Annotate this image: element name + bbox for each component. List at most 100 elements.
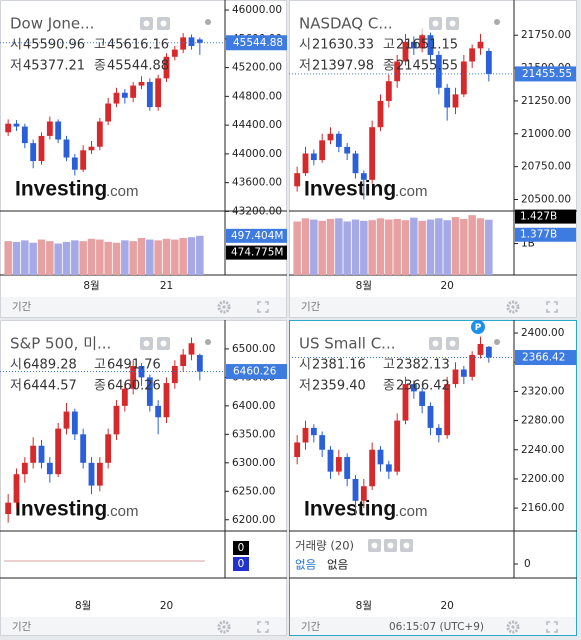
candle-body	[130, 85, 137, 98]
y-tick-label: 6500.00	[232, 343, 275, 355]
watermark-domain: .com	[106, 503, 139, 520]
x-tick-label: 21	[160, 280, 173, 292]
candle-body	[180, 354, 187, 366]
volume-label: 474.775M	[231, 247, 283, 259]
candle-body	[377, 100, 384, 128]
volume-bar	[460, 218, 468, 275]
volume-bar	[301, 218, 310, 275]
volume-bar	[146, 239, 154, 275]
volume-bar	[104, 241, 112, 275]
info-value: 45544.88	[107, 59, 169, 74]
y-tick-label: 2400.00	[521, 327, 564, 339]
expand-icon[interactable]	[546, 621, 558, 633]
volume-bar	[54, 243, 62, 275]
last-price-tag	[226, 364, 287, 380]
expand-icon[interactable]	[546, 301, 558, 313]
candle-body	[80, 434, 87, 463]
icon-glyph	[143, 20, 150, 27]
y-tick-label: 2240.00	[521, 444, 564, 456]
candle-body	[130, 366, 137, 389]
icon-glyph	[432, 20, 439, 27]
info-value: 6491.76	[107, 358, 161, 373]
watermark-brand: Investing	[304, 178, 396, 201]
volume-bar	[179, 237, 187, 275]
candle-body	[188, 343, 195, 355]
footer-period[interactable]: 기간	[301, 301, 321, 313]
settings-icon[interactable]	[506, 300, 520, 314]
watermark-domain: .com	[395, 183, 428, 200]
volume-tag	[515, 209, 576, 224]
volume-bar	[401, 220, 410, 275]
y-tick-label: 6300.00	[232, 457, 275, 469]
volume-label: 0	[238, 542, 245, 554]
candle-body	[335, 457, 342, 472]
settings-icon[interactable]	[217, 300, 231, 314]
volume-label: 0	[238, 558, 245, 570]
volume-label: 1.427B	[520, 211, 557, 223]
icon-glyph	[449, 340, 456, 347]
candle-body	[394, 420, 401, 472]
candle-body	[360, 486, 367, 501]
candle-body	[38, 445, 45, 463]
candle-body	[319, 140, 326, 161]
icon-glyph	[449, 20, 456, 27]
icon-glyph	[160, 340, 167, 347]
volume-bar	[171, 239, 179, 275]
volume-bar	[196, 235, 204, 275]
info-value: 45377.21	[23, 59, 85, 74]
settings-hub	[222, 305, 226, 309]
x-tick-label: 8월	[83, 280, 99, 292]
expand-icon[interactable]	[257, 621, 269, 633]
volume-bar	[468, 215, 476, 275]
candle-body	[171, 49, 178, 57]
last-price-label: 2366.42	[522, 352, 565, 364]
expand-icon[interactable]	[257, 301, 269, 313]
candle-body	[146, 81, 153, 108]
y-tick-label: 6200.00	[232, 514, 275, 526]
volume-bar	[79, 241, 87, 275]
footer	[1, 617, 286, 635]
settings-icon[interactable]	[217, 620, 231, 634]
info-key: 고	[383, 38, 395, 53]
candle-body	[294, 173, 301, 187]
volume-bar	[4, 241, 12, 275]
info-key: 시	[10, 358, 22, 373]
candle-body	[452, 369, 459, 385]
candle-body	[96, 462, 103, 486]
candle-body	[427, 405, 434, 428]
candle-body	[13, 474, 20, 503]
y-tick-label: 21250.00	[521, 95, 571, 107]
info-key: 시	[299, 38, 311, 53]
chart-title: S&P 500, 미...	[10, 335, 111, 353]
info-value: 21651.15	[396, 38, 458, 53]
volume-bar	[121, 240, 129, 275]
last-price-tag	[515, 350, 576, 366]
settings-icon[interactable]	[506, 620, 520, 634]
info-value: 2382.13	[396, 358, 450, 373]
info-key: 저	[10, 379, 22, 394]
candle-body	[410, 41, 417, 49]
settings-hub	[511, 305, 515, 309]
y-tick-label: 6350.00	[232, 428, 275, 440]
sub-tick-label: 0	[524, 558, 531, 570]
candle-body	[360, 173, 367, 180]
candle-body	[188, 37, 195, 46]
info-value: 45590.96	[23, 38, 85, 53]
volume-bar	[410, 217, 418, 275]
settings-hub	[222, 625, 226, 629]
footer-period[interactable]: 기간	[12, 621, 32, 633]
status-dot	[494, 339, 500, 345]
footer-time: 06:15:07 (UTC+9)	[389, 621, 484, 633]
volume-bar	[37, 239, 46, 275]
candle-body	[5, 123, 12, 133]
y-tick-label: 44800.00	[232, 90, 282, 102]
footer-period[interactable]: 기간	[301, 621, 321, 633]
info-value: 6444.57	[23, 379, 77, 394]
volume-bar	[112, 242, 121, 275]
y-tick-label: 45200.00	[232, 62, 282, 74]
y-tick-label: 20500.00	[521, 193, 571, 205]
x-tick-label: 8월	[75, 600, 91, 612]
footer-period[interactable]: 기간	[12, 301, 32, 313]
y-tick-label: 6400.00	[232, 400, 275, 412]
info-value: 2366.42	[396, 379, 450, 394]
